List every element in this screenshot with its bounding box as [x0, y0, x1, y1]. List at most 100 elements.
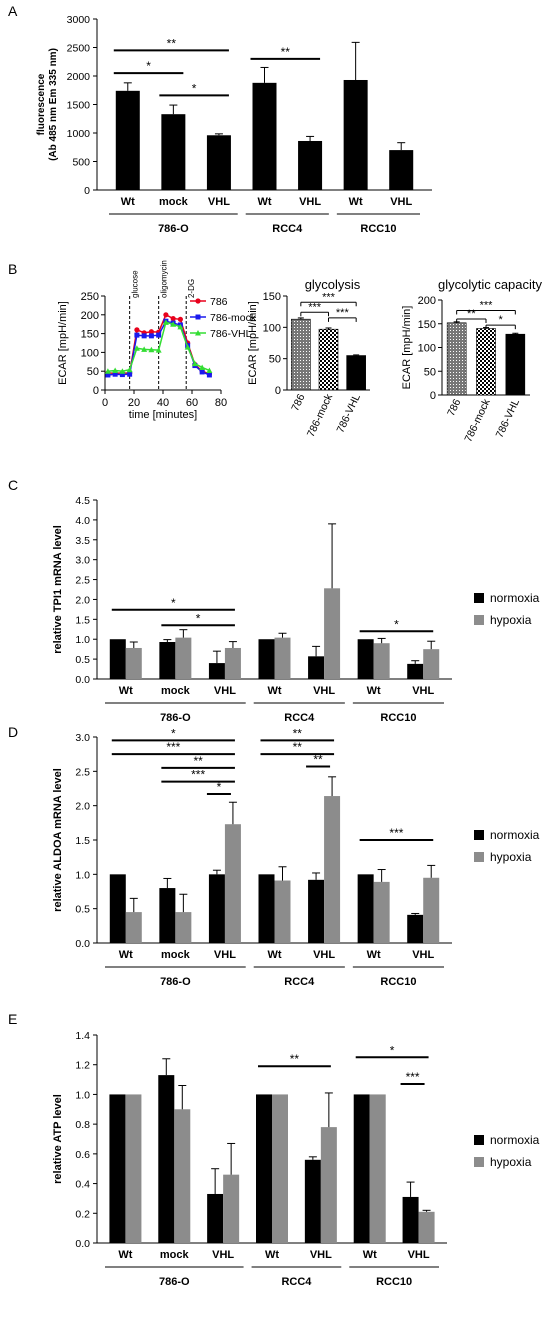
data-point-786-mock [105, 372, 111, 378]
data-point-786-VHL [119, 368, 126, 374]
significance-label: *** [336, 307, 350, 319]
bar--rcc10-vhl [389, 150, 414, 190]
chart-title: glycolytic capacity [438, 277, 543, 292]
y-tick-label: 1.2 [75, 1060, 90, 1072]
bar-normoxia-rcc10-wt [357, 639, 374, 679]
group-label: RCC10 [360, 223, 396, 235]
y-tick-label: 0.0 [75, 938, 90, 950]
x-tick-label: VHL [214, 685, 236, 697]
bar--rcc10-wt [343, 79, 368, 190]
bar-normoxia-rcc10-vhl [407, 663, 424, 679]
x-tick-label: 786-VHL [334, 392, 362, 435]
y-tick-label: 3000 [67, 14, 91, 26]
bar-hypoxia-786-o-wt [125, 647, 142, 679]
data-point-786-VHL [177, 323, 184, 330]
y-axis-label: (Ab 485 nm Em 335 nm) [48, 48, 59, 161]
y-tick-label: 1.0 [75, 634, 90, 646]
legend-label-normoxia: normoxia [490, 1133, 540, 1147]
group-label: 786-O [160, 976, 191, 988]
data-point-786-VHL [133, 345, 140, 351]
significance-label: ** [281, 45, 291, 59]
bar-normoxia-rcc4-vhl [304, 1159, 321, 1243]
bar-786-mock [318, 328, 339, 391]
legend-label-hypoxia: hypoxia [490, 613, 532, 627]
significance-label: * [192, 81, 197, 95]
group-label: RCC4 [284, 976, 315, 988]
y-tick-label: 2.5 [75, 575, 90, 587]
x-tick-label: Wt [267, 949, 281, 961]
data-point-786-mock [119, 372, 125, 378]
bar--786-o-mock [161, 114, 186, 190]
x-tick-label: 786-mock [305, 392, 336, 440]
legend-swatch-hypoxia [474, 615, 484, 625]
x-tick-label: VHL [208, 196, 230, 208]
significance-label: ** [290, 1052, 300, 1066]
y-tick-label: 0 [93, 385, 99, 397]
y-tick-label: 100 [81, 347, 99, 359]
y-tick-label: 100 [263, 322, 281, 334]
data-point-786-VHL [206, 367, 213, 373]
x-tick-label: Wt [267, 685, 281, 697]
legend-label-hypoxia: hypoxia [490, 850, 532, 864]
bar-hypoxia-786-o-vhl [223, 1174, 240, 1243]
y-tick-label: 0.0 [75, 674, 90, 686]
y-tick-label: 150 [81, 329, 99, 341]
bar-hypoxia-rcc10-vhl [423, 877, 440, 943]
y-axis-label: fluorescence [36, 73, 47, 135]
data-point-786-VHL [170, 321, 177, 327]
chart-panel-b-ecar-time: B 0 50 100 150 200 250 0 20 40 60 80 time [minutes] E… [8, 260, 257, 421]
significance-label: *** [191, 768, 205, 782]
legend-swatch-normoxia [474, 593, 484, 603]
significance-label: ** [467, 308, 476, 320]
y-tick-label: 0 [275, 385, 281, 397]
x-tick-label: Wt [367, 949, 381, 961]
y-tick-label: 150 [263, 291, 281, 303]
data-point-786-VHL [141, 346, 148, 352]
x-tick-label: VHL [313, 685, 335, 697]
bar-hypoxia-rcc10-wt [373, 881, 390, 943]
significance-label: ** [313, 753, 323, 767]
x-tick-label: 786 [289, 392, 307, 413]
bar-hypoxia-rcc4-wt [272, 1094, 288, 1243]
bar-786 [446, 322, 467, 396]
y-tick-label: 1.5 [75, 835, 90, 847]
data-point-786-mock [112, 371, 118, 377]
y-tick-label: 2.5 [75, 766, 90, 778]
y-axis-label: relative TPI1 mRNA level [52, 525, 64, 654]
y-tick-label: 0.2 [75, 1208, 90, 1220]
data-point-786-VHL [184, 344, 191, 350]
panel-letter: E [8, 1011, 17, 1027]
data-point-786-mock [206, 372, 212, 378]
bar--rcc4-wt [252, 82, 277, 190]
y-tick-label: 0.5 [75, 904, 90, 916]
group-label: 786-O [158, 223, 189, 235]
y-axis-label: relative ATP level [52, 1094, 64, 1184]
bar-hypoxia-786-o-mock [175, 637, 192, 679]
bar-hypoxia-rcc4-vhl [324, 588, 341, 679]
data-point-786-mock [199, 369, 205, 375]
y-tick-label: 1000 [67, 128, 91, 140]
bar-normoxia-rcc10-vhl [407, 914, 424, 943]
significance-label: * [146, 59, 151, 73]
data-point-786-mock [148, 333, 154, 339]
bar-normoxia-rcc4-vhl [308, 656, 325, 679]
bar-hypoxia-786-o-mock [175, 912, 192, 943]
x-tick-label: 40 [157, 397, 169, 409]
y-tick-label: 200 [81, 310, 99, 322]
y-tick-label: 2000 [67, 71, 91, 83]
x-tick-label: VHL [412, 949, 434, 961]
bar-normoxia-rcc4-wt [256, 1094, 272, 1243]
x-tick-label: Wt [265, 1249, 279, 1261]
y-tick-label: 150 [418, 319, 436, 331]
legend-label-normoxia: normoxia [490, 591, 540, 605]
bar-hypoxia-rcc4-vhl [324, 796, 341, 943]
group-label: RCC4 [284, 712, 315, 724]
bar-hypoxia-rcc10-vhl [418, 1211, 435, 1243]
x-tick-label: mock [159, 196, 189, 208]
legend-label-786: 786 [210, 296, 228, 308]
y-tick-label: 50 [424, 366, 436, 378]
y-tick-label: 0.6 [75, 1149, 90, 1161]
x-tick-label: 786-VHL [494, 397, 522, 440]
bar-normoxia-786-o-mock [159, 642, 176, 679]
